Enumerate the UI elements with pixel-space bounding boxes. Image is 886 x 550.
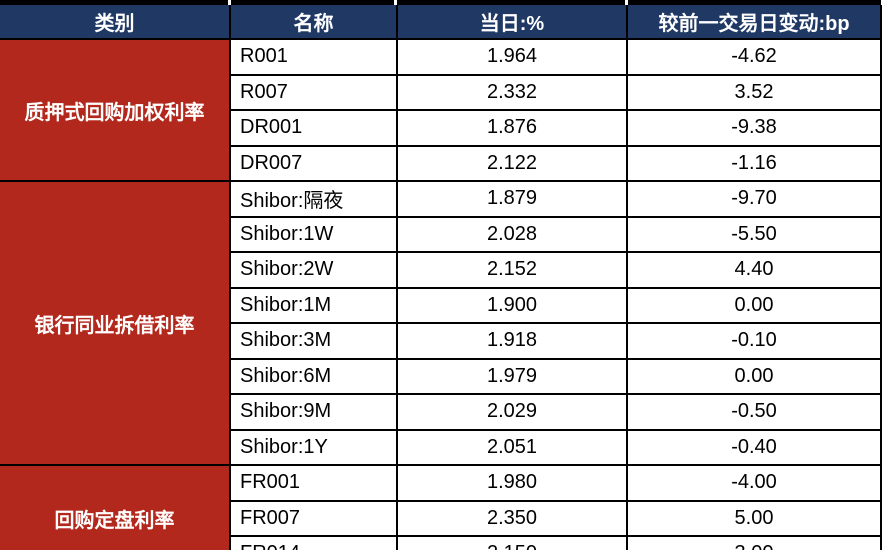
- header-change: 较前一交易日变动:bp: [626, 5, 882, 40]
- name-cell: FR007: [229, 499, 398, 537]
- name-cell: R001: [229, 38, 398, 76]
- change-cell: -1.16: [626, 144, 882, 182]
- money-market-rates-table: 类别 名称 当日:% 较前一交易日变动:bp 质押式回购加权利率 R001 1.96…: [0, 5, 882, 550]
- rate-cell: 2.051: [396, 428, 628, 466]
- table-row: R007 2.332 3.52: [0, 73, 882, 111]
- table-row: Shibor:2W 2.152 4.40: [0, 251, 882, 289]
- name-cell: FR001: [229, 464, 398, 502]
- table-row: Shibor:3M 1.918 -0.10: [0, 322, 882, 360]
- change-cell: 3.52: [626, 73, 882, 111]
- change-cell: 0.00: [626, 357, 882, 395]
- table-row: Shibor:1W 2.028 -5.50: [0, 215, 882, 253]
- change-cell: 3.00: [626, 535, 882, 550]
- change-cell: -4.00: [626, 464, 882, 502]
- change-cell: -9.70: [626, 180, 882, 218]
- rate-cell: 1.876: [396, 109, 628, 147]
- rate-cell: 1.979: [396, 357, 628, 395]
- name-cell: Shibor:6M: [229, 357, 398, 395]
- category-cell: 回购定盘利率: [0, 464, 231, 550]
- rate-cell: 2.150: [396, 535, 628, 550]
- rate-cell: 1.879: [396, 180, 628, 218]
- name-cell: DR001: [229, 109, 398, 147]
- rate-cell: 2.350: [396, 499, 628, 537]
- name-cell: Shibor:1Y: [229, 428, 398, 466]
- name-cell: Shibor:隔夜: [229, 180, 398, 218]
- name-cell: Shibor:3M: [229, 322, 398, 360]
- header-rate: 当日:%: [396, 5, 628, 40]
- change-cell: -0.50: [626, 393, 882, 431]
- change-cell: -0.10: [626, 322, 882, 360]
- name-cell: Shibor:1W: [229, 215, 398, 253]
- change-cell: 4.40: [626, 251, 882, 289]
- change-cell: -4.62: [626, 38, 882, 76]
- name-cell: FR014: [229, 535, 398, 550]
- table-row: 质押式回购加权利率 R001 1.964 -4.62: [0, 38, 882, 182]
- table-top-border: [0, 0, 881, 5]
- table-row: Shibor:1Y 2.051 -0.40: [0, 428, 882, 466]
- table-row: Shibor:6M 1.979 0.00: [0, 357, 882, 395]
- name-cell: Shibor:2W: [229, 251, 398, 289]
- table-row: FR007 2.350 5.00: [0, 499, 882, 537]
- top-border-segment: [397, 0, 625, 5]
- table-row: DR007 2.122 -1.16: [0, 144, 882, 182]
- table-body: 质押式回购加权利率 R001 1.964 -4.62 R007 2.332 3.52 DR00…: [0, 38, 882, 550]
- change-cell: 0.00: [626, 286, 882, 324]
- top-border-segment: [231, 0, 394, 5]
- rate-cell: 1.900: [396, 286, 628, 324]
- change-cell: 5.00: [626, 499, 882, 537]
- table-row: Shibor:1M 1.900 0.00: [0, 286, 882, 324]
- rate-cell: 1.918: [396, 322, 628, 360]
- header-category: 类别: [0, 5, 231, 40]
- change-cell: -5.50: [626, 215, 882, 253]
- category-cell: 质押式回购加权利率: [0, 38, 231, 182]
- rate-cell: 2.152: [396, 251, 628, 289]
- table-row: FR0142.1503.00: [0, 535, 882, 550]
- rate-cell: 2.029: [396, 393, 628, 431]
- rate-cell: 2.122: [396, 144, 628, 182]
- name-cell: R007: [229, 73, 398, 111]
- change-cell: -0.40: [626, 428, 882, 466]
- category-cell: 银行同业拆借利率: [0, 180, 231, 466]
- change-cell: -9.38: [626, 109, 882, 147]
- header-row: 类别 名称 当日:% 较前一交易日变动:bp: [0, 5, 882, 40]
- name-cell: Shibor:1M: [229, 286, 398, 324]
- table-row: 回购定盘利率 FR001 1.980 -4.00: [0, 464, 882, 550]
- header-name: 名称: [229, 5, 398, 40]
- top-border-segment: [628, 0, 881, 5]
- rate-cell: 2.332: [396, 73, 628, 111]
- rate-cell: 1.964: [396, 38, 628, 76]
- table-row: DR001 1.876 -9.38: [0, 109, 882, 147]
- name-cell: Shibor:9M: [229, 393, 398, 431]
- rate-cell: 1.980: [396, 464, 628, 502]
- name-cell: DR007: [229, 144, 398, 182]
- rate-cell: 2.028: [396, 215, 628, 253]
- table-row: Shibor:9M 2.029 -0.50: [0, 393, 882, 431]
- table-row: 银行同业拆借利率 Shibor:隔夜 1.879 -9.70: [0, 180, 882, 466]
- top-border-segment: [0, 0, 228, 5]
